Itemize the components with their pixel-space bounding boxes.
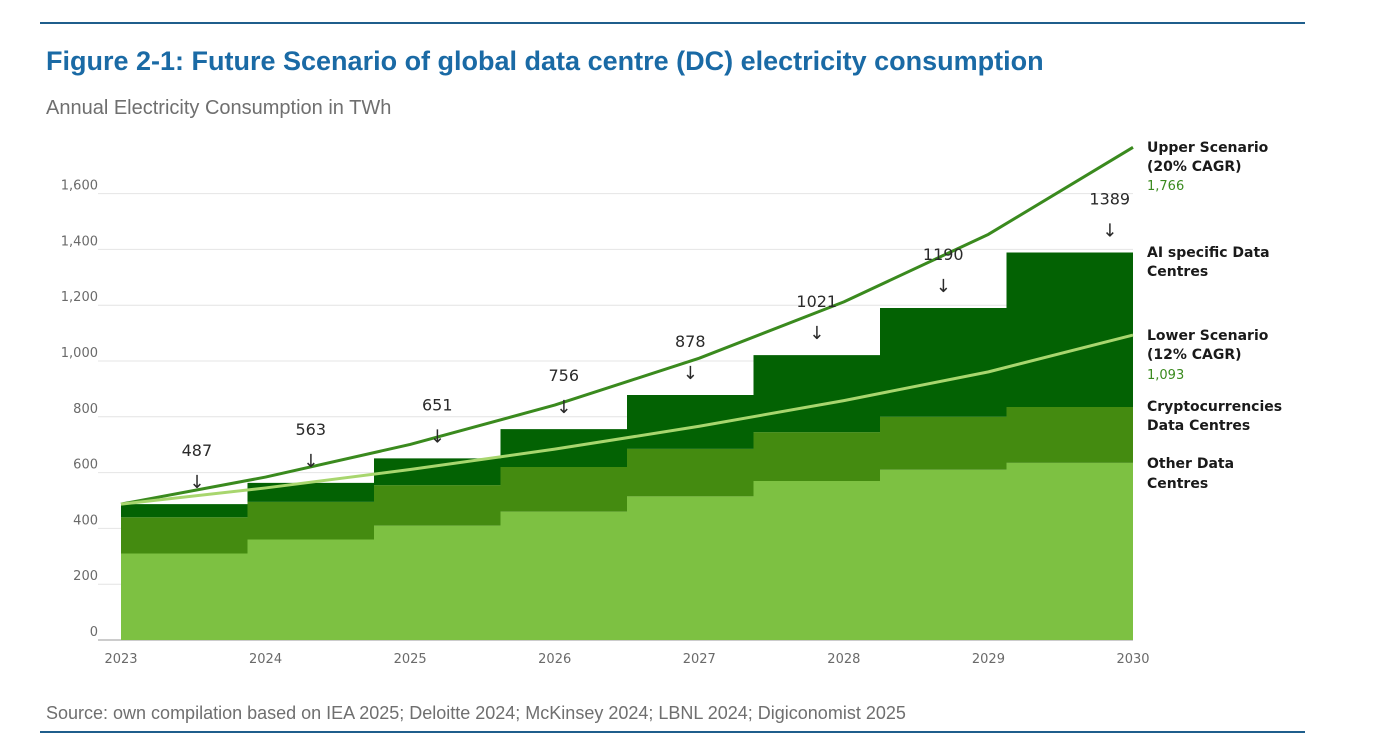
other-data-centres-label: Centres [1147, 476, 1208, 492]
x-tick-label: 2027 [683, 652, 716, 667]
other-data-centres-label: Other Data [1147, 456, 1234, 472]
x-tick-label: 2028 [827, 652, 860, 667]
source-note: Source: own compilation based on IEA 202… [46, 703, 906, 723]
lower-scenario-value: 1,093 [1147, 368, 1184, 383]
total-label: 487 [182, 441, 213, 460]
area-ai-specific-data-centres [121, 252, 1133, 518]
arrow-icon: ↓ [430, 426, 445, 447]
y-tick-label: 600 [73, 458, 98, 473]
y-tick-label: 400 [73, 513, 98, 528]
y-tick-label: 1,200 [61, 290, 98, 305]
scenario-lines [120, 146, 1134, 506]
x-axis: 2023 2024 2025 2026 2027 2028 2029 2030 [104, 652, 1149, 667]
line-upper-scenario-20-cagr [120, 146, 1134, 506]
arrow-icon: ↓ [1102, 220, 1117, 241]
arrow-icon: ↓ [809, 323, 824, 344]
y-tick-label: 0 [90, 625, 98, 640]
crypto-data-centres-label: Cryptocurrencies [1147, 399, 1282, 415]
upper-scenario-value: 1,766 [1147, 179, 1184, 194]
y-axis: 0 200 400 600 800 1,000 1,200 1,400 1,600 [61, 179, 98, 640]
x-tick-label: 2029 [972, 652, 1005, 667]
total-label: 878 [675, 332, 706, 351]
area-other-data-centres [121, 462, 1133, 640]
bottom-rule [40, 731, 1305, 733]
area-cryptocurrencies-data-centres [121, 407, 1133, 554]
arrow-icon: ↓ [303, 451, 318, 472]
y-tick-label: 200 [73, 569, 98, 584]
arrow-icon: ↓ [189, 472, 204, 493]
arrow-icon: ↓ [683, 363, 698, 384]
y-tick-label: 1,600 [61, 179, 98, 194]
figure-title: Figure 2-1: Future Scenario of global da… [46, 46, 1044, 76]
upper-scenario-label: Upper Scenario [1147, 140, 1269, 156]
figure-subtitle: Annual Electricity Consumption in TWh [46, 97, 392, 119]
total-label: 756 [548, 366, 579, 385]
x-tick-label: 2024 [249, 652, 282, 667]
total-label: 1021 [796, 292, 837, 311]
series-labels: Upper Scenario (20% CAGR) 1,766 AI specific… [1147, 140, 1282, 492]
ai-data-centres-label: AI specific Data [1147, 245, 1270, 261]
arrow-icon: ↓ [556, 397, 571, 418]
x-tick-label: 2030 [1116, 652, 1149, 667]
upper-scenario-label: (20% CAGR) [1147, 159, 1242, 175]
total-labels: 487 ↓ 563 ↓ 651 ↓ 756 ↓ 878 ↓ 1021 ↓ 1190 ↓ 1389 ↓ [182, 189, 1130, 493]
lower-scenario-label: Lower Scenario [1147, 328, 1269, 344]
line-lower-scenario-12-cagr [120, 333, 1134, 506]
crypto-data-centres-label: Data Centres [1147, 418, 1250, 434]
y-tick-label: 800 [73, 402, 98, 417]
ai-data-centres-label: Centres [1147, 264, 1208, 280]
lower-scenario-label: (12% CAGR) [1147, 347, 1242, 363]
x-tick-label: 2025 [394, 652, 427, 667]
top-rule [40, 22, 1305, 24]
total-label: 1190 [923, 245, 964, 264]
y-tick-label: 1,400 [61, 234, 98, 249]
x-tick-label: 2023 [104, 652, 137, 667]
total-label: 651 [422, 395, 453, 414]
total-label: 1389 [1089, 189, 1130, 208]
y-tick-label: 1,000 [61, 346, 98, 361]
total-label: 563 [295, 420, 326, 439]
stacked-areas [121, 252, 1133, 640]
arrow-icon: ↓ [936, 276, 951, 297]
x-tick-label: 2026 [538, 652, 571, 667]
